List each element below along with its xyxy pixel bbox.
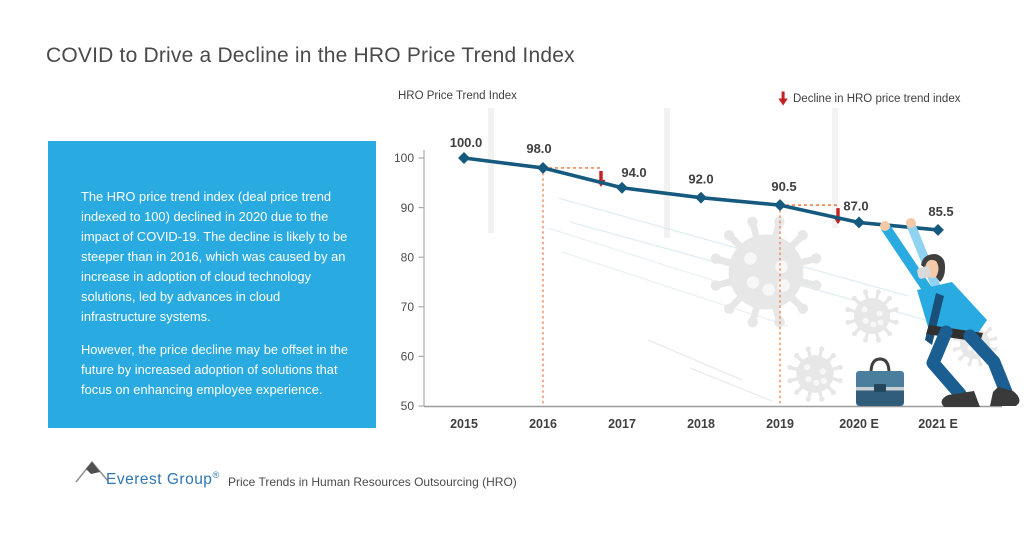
y-axis-tick-label: 90 [401, 201, 415, 215]
everest-group-logo-icon [75, 460, 109, 483]
x-axis-label: 2019 [766, 417, 794, 431]
y-axis-tick-label: 100 [394, 151, 414, 165]
data-point-label: 94.0 [621, 165, 646, 180]
y-axis-tick-label: 70 [401, 300, 415, 314]
data-point-label: 98.0 [526, 141, 551, 156]
businessman-illustration [880, 218, 1020, 407]
data-point-marker [616, 181, 628, 194]
data-point-marker [537, 161, 549, 174]
chart-legend: Decline in HRO price trend index [778, 91, 960, 106]
data-point-label: 90.5 [771, 179, 796, 194]
y-axis-tick-label: 50 [401, 399, 415, 413]
briefcase-handle [869, 357, 891, 374]
front-leg [926, 325, 967, 401]
x-axis-label: 2018 [687, 417, 715, 431]
shoe [990, 387, 1020, 406]
hand [906, 218, 916, 228]
torso [917, 282, 987, 336]
data-point-label: 87.0 [843, 198, 868, 213]
legend-label: Decline in HRO price trend index [793, 92, 961, 105]
data-labels: 100.0 98.0 94.0 92.0 90.5 87.0 85.5 [450, 135, 954, 219]
registered-mark: ® [212, 470, 220, 480]
data-point-marker [853, 216, 865, 229]
face-mask [917, 266, 932, 279]
data-point-label: 92.0 [688, 172, 713, 187]
y-axis-tick-label: 80 [401, 250, 415, 264]
back-leg [963, 329, 1013, 399]
chart-axes: 50 60 70 80 90 100 2015 2016 2017 2018 2019 2020 E 2… [394, 150, 1002, 431]
data-point-marker [458, 152, 470, 164]
red-down-arrow-icon [778, 91, 788, 106]
briefcase-illustration [856, 357, 904, 406]
insight-paragraph: The HRO price trend index (deal price tr… [81, 189, 348, 324]
footer-caption: Price Trends in Human Resources Outsourc… [228, 475, 517, 489]
hand [880, 221, 890, 231]
virus-icon [710, 216, 822, 328]
data-point-marker [774, 199, 786, 212]
background-bands [488, 108, 838, 238]
far-arm [906, 220, 942, 294]
data-point-marker [695, 191, 707, 204]
y-axis-tick-label: 60 [401, 350, 415, 364]
trend-line [458, 152, 944, 236]
x-axis-label: 2015 [450, 417, 478, 431]
page-title: COVID to Drive a Decline in the HRO Pric… [46, 44, 575, 67]
insight-paragraph: However, the price decline may be offset… [81, 342, 349, 397]
x-axis-label: 2016 [529, 417, 557, 431]
shoe [941, 391, 980, 407]
data-point-label: 85.5 [928, 204, 953, 219]
data-point-label: 100.0 [450, 135, 483, 150]
hair [921, 254, 946, 282]
virus-icon [787, 346, 843, 402]
insight-box: The HRO price trend index (deal price tr… [48, 141, 376, 428]
x-axis-label: 2021 E [918, 417, 958, 431]
data-point-marker [932, 223, 944, 236]
virus-icon [845, 289, 899, 343]
x-axis-label: 2017 [608, 417, 636, 431]
x-axis-label: 2020 E [839, 417, 879, 431]
chart-axis-title: HRO Price Trend Index [398, 90, 517, 102]
brand-name: Everest Group® [106, 470, 220, 489]
near-arm [881, 223, 934, 297]
